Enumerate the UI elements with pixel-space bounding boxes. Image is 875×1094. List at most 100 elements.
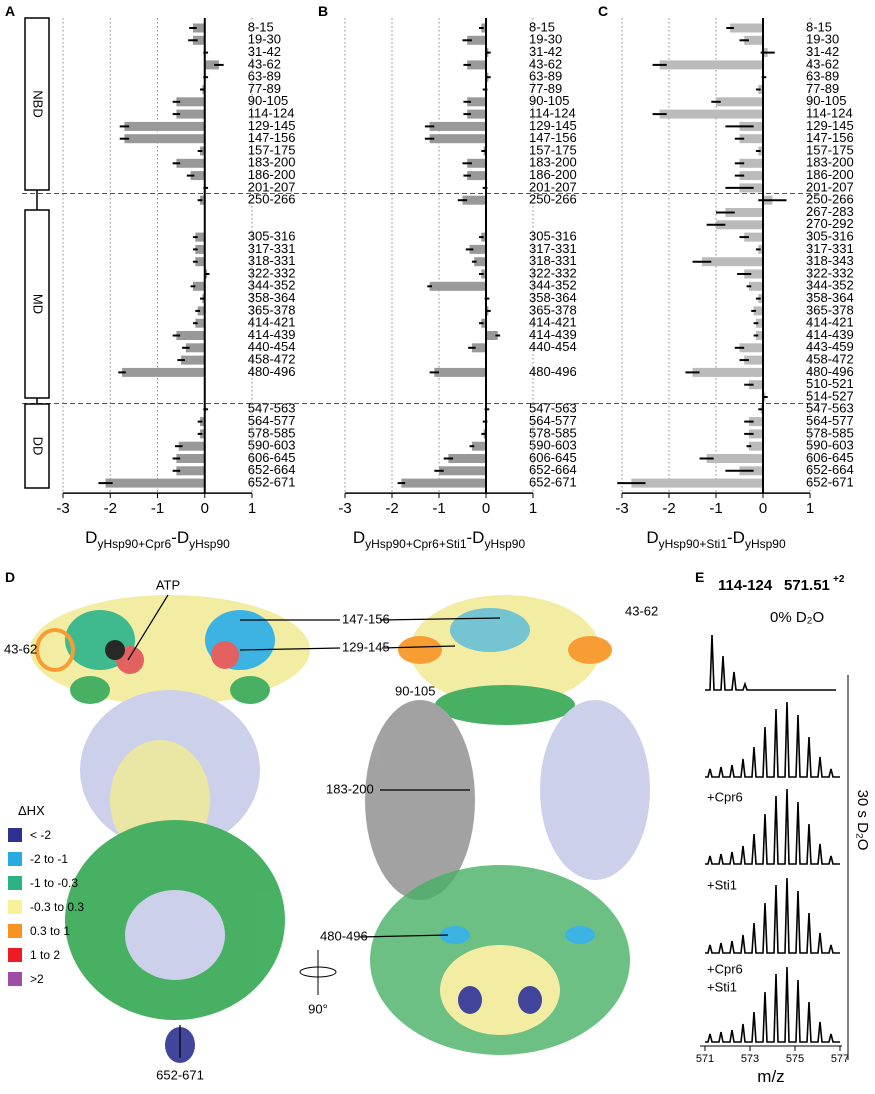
legend-swatch: [8, 972, 22, 986]
category-label: 19-30: [248, 32, 281, 47]
domain-label: DD: [31, 437, 46, 456]
category-label: 344-352: [248, 278, 296, 293]
legend-title: ΔHX: [18, 803, 45, 818]
bar: [486, 331, 498, 340]
x-tick-label: 0: [201, 500, 209, 517]
label-sub: yHsp90: [484, 537, 525, 551]
bar: [659, 60, 763, 70]
category-label: 114-124: [248, 106, 295, 121]
rotation-label: 90°: [308, 1001, 328, 1016]
category-label: 344-352: [529, 278, 577, 293]
bar: [469, 244, 486, 254]
bar: [730, 23, 763, 33]
legend-swatch: [8, 852, 22, 866]
bar: [429, 121, 486, 131]
x-tick-label: -1: [709, 500, 722, 517]
panel-label: C: [598, 3, 608, 19]
bar: [739, 134, 763, 144]
category-label: 358-364: [248, 290, 296, 305]
x-axis-label: m/z: [757, 1067, 784, 1086]
category-label: 606-645: [529, 450, 577, 465]
category-label: 318-331: [248, 253, 296, 268]
category-label: 201-207: [248, 179, 296, 194]
category-label: 8-15: [529, 19, 555, 34]
category-label: 564-577: [806, 413, 854, 428]
label-sub: yHsp90+Cpr6: [97, 537, 171, 551]
bar: [467, 97, 486, 107]
category-label: 8-15: [248, 19, 274, 34]
domain-label: MD: [31, 294, 46, 314]
category-label: 480-496: [529, 364, 577, 379]
category-label: 480-496: [248, 364, 296, 379]
bar: [744, 35, 763, 45]
annotation: 652-671: [156, 1067, 204, 1082]
legend-swatch: [8, 924, 22, 938]
category-label: 414-421: [529, 315, 577, 330]
annotation: 147-156: [342, 611, 390, 626]
category-label: 606-645: [248, 450, 296, 465]
label-sub: yHsp90+Sti1: [659, 537, 728, 551]
category-label: 201-207: [529, 179, 577, 194]
category-label: 458-472: [806, 352, 854, 367]
category-label: 90-105: [806, 93, 846, 108]
legend-swatch: [8, 948, 22, 962]
legend-swatch: [8, 876, 22, 890]
category-label: 590-603: [248, 438, 296, 453]
x-tick-label: -3: [56, 500, 69, 517]
category-label: 183-200: [806, 155, 854, 170]
x-tick-label: 0: [759, 500, 767, 517]
mz: 571.51: [784, 577, 830, 594]
category-label: 147-156: [529, 130, 577, 145]
panel-label: B: [318, 3, 328, 19]
category-label: 186-200: [529, 167, 577, 182]
bar: [434, 367, 486, 377]
condition: +Cpr6: [707, 961, 743, 976]
bar: [195, 257, 205, 267]
category-label: 31-42: [529, 44, 562, 59]
category-label: 267-283: [806, 204, 854, 219]
bar: [197, 306, 205, 316]
bar: [439, 466, 486, 476]
category-label: 578-585: [529, 425, 577, 440]
bar: [105, 478, 205, 488]
bar: [471, 343, 486, 353]
bar: [753, 306, 763, 316]
bar: [429, 281, 486, 291]
category-label: 305-316: [806, 229, 854, 244]
category-label: 317-331: [806, 241, 854, 256]
bar: [744, 269, 763, 279]
peptide: 114-124: [718, 577, 773, 594]
x-tick-label: -1: [432, 500, 445, 517]
bar: [748, 429, 763, 439]
category-label: 8-15: [806, 19, 832, 34]
category-label: 514-527: [806, 388, 854, 403]
category-label: 90-105: [529, 93, 569, 108]
category-label: 414-439: [248, 327, 296, 342]
annotation: 43-62: [4, 641, 37, 656]
bar: [176, 331, 205, 340]
category-label: 157-175: [529, 142, 577, 157]
bar: [462, 195, 486, 205]
reference-label: 0% D₂O: [770, 609, 824, 626]
category-label: 322-332: [248, 265, 296, 280]
label-main: -D: [467, 528, 485, 547]
annotation: 480-496: [320, 928, 368, 943]
condition: +Sti1: [707, 979, 737, 994]
bar: [748, 441, 763, 451]
x-tick-label: 1: [806, 500, 814, 517]
bar: [448, 454, 486, 463]
label-main: -D: [171, 528, 189, 547]
condition: +Sti1: [707, 877, 737, 892]
category-label: 318-331: [529, 253, 577, 268]
bar: [181, 355, 205, 365]
category-label: 186-200: [806, 167, 854, 182]
category-label: 129-145: [806, 118, 854, 133]
category-label: 652-664: [806, 462, 854, 477]
category-label: 31-42: [806, 44, 839, 59]
category-label: 317-331: [529, 241, 577, 256]
category-label: 147-156: [806, 130, 854, 145]
bar: [204, 60, 219, 70]
category-label: 652-671: [529, 475, 577, 490]
panel-label: D: [5, 569, 15, 585]
category-label: 31-42: [248, 44, 281, 59]
